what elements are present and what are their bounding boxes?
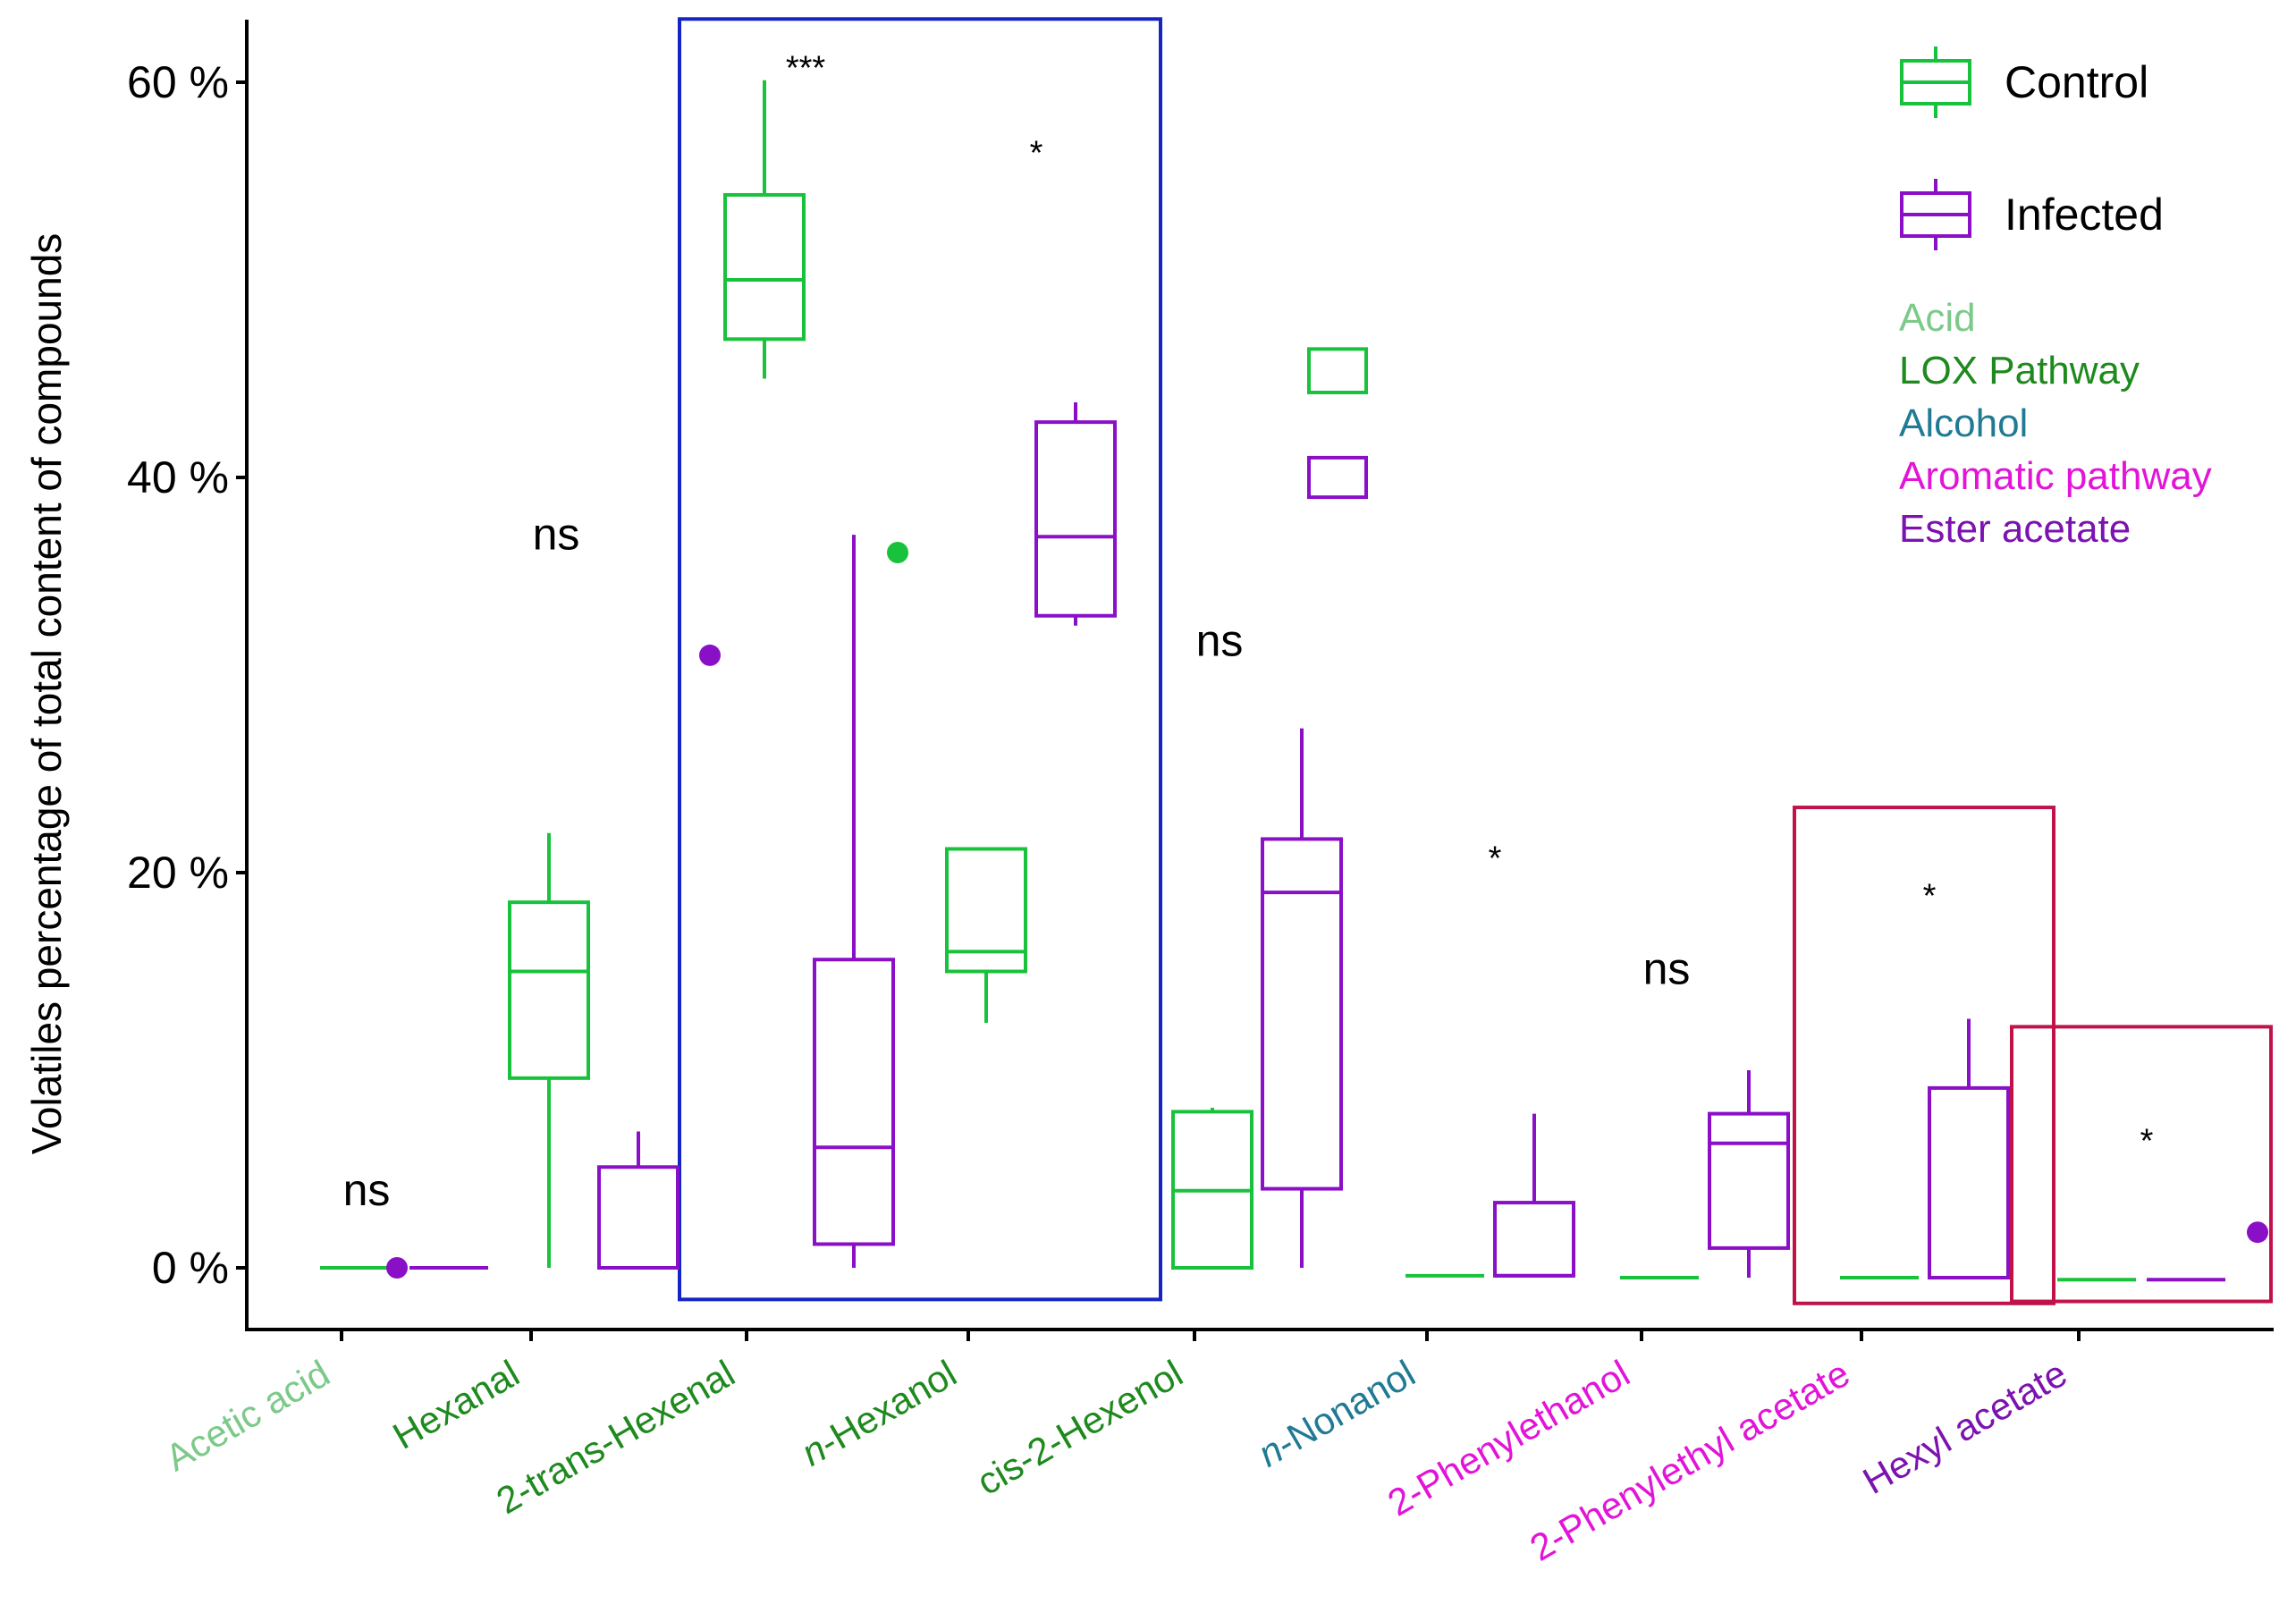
- y-ticks: 0 % 20 % 40 % 60 %: [127, 57, 247, 1293]
- significance-label: *: [2140, 1122, 2154, 1160]
- x-tick-label: cis-2-Hexenol: [970, 1352, 1190, 1503]
- significance-label: ns: [343, 1165, 391, 1215]
- axes: Volatiles percentage of total content of…: [23, 20, 2274, 1331]
- legend-label: Control: [2005, 57, 2148, 107]
- significance-label: *: [1030, 134, 1043, 172]
- box-infected: [1261, 728, 1343, 1268]
- outlier-point: [699, 644, 721, 666]
- box-iqr: [813, 958, 895, 1246]
- category-legend-label: Ester acetate: [1899, 507, 2131, 551]
- category-legend-label: LOX Pathway: [1899, 349, 2140, 393]
- box-control: [723, 80, 806, 379]
- outlier-point: [386, 1257, 408, 1279]
- outlier-point: [887, 541, 908, 563]
- box-iqr: [1034, 420, 1117, 618]
- box-iqr: [1261, 837, 1343, 1191]
- y-tick-label: 40 %: [127, 452, 229, 502]
- box-control: [508, 832, 590, 1268]
- box-iqr: [1708, 1111, 1790, 1250]
- box-infected: [386, 1257, 488, 1279]
- y-axis-label: Volatiles percentage of total content of…: [23, 233, 70, 1155]
- legend: Control Infected Acid LOX Pathway Alcohol Aro…: [1899, 46, 2212, 551]
- box-infected: [1034, 402, 1117, 626]
- box-control: [1171, 1107, 1254, 1271]
- highlight-box: [2010, 1025, 2273, 1304]
- box-infected: [1493, 1113, 1575, 1278]
- box-infected: [597, 644, 721, 1271]
- plot-area: [320, 80, 2268, 1282]
- box-iqr: [723, 192, 806, 342]
- significance-label: ns: [1643, 944, 1691, 994]
- box-iqr: [508, 900, 590, 1080]
- legend-item-infected: Infected: [1900, 179, 2164, 250]
- box-infected: [2147, 1221, 2268, 1282]
- x-tick-label-text: -Hexanol: [812, 1352, 963, 1464]
- box-infected: [1708, 1070, 1790, 1279]
- category-legend-label: Alcohol: [1899, 401, 2028, 445]
- legend-label: Infected: [2005, 190, 2164, 240]
- box-iqr: [1928, 1085, 2010, 1280]
- significance-label: *: [1489, 840, 1502, 877]
- box-control: [887, 541, 1027, 1023]
- extra-box-infected: [1307, 455, 1368, 500]
- highlight-box: [678, 17, 1162, 1302]
- x-tick-label-text: -Nonanol: [1269, 1352, 1422, 1465]
- legend-item-control: Control: [1900, 46, 2148, 118]
- significance-label: ns: [533, 509, 580, 559]
- x-tick-label: Hexanal: [386, 1352, 527, 1457]
- category-legend-label: Aromatic pathway: [1899, 454, 2212, 498]
- significance-label: ***: [786, 49, 826, 87]
- y-tick-label: 60 %: [127, 57, 229, 107]
- box-infected: [813, 535, 895, 1268]
- extra-box-control: [1307, 347, 1368, 394]
- x-tick-label: Acetic acid: [158, 1352, 336, 1479]
- box-iqr: [1493, 1201, 1575, 1278]
- box-infected: [1928, 1018, 2010, 1280]
- x-tick-label: n-Hexanol: [794, 1352, 963, 1473]
- highlight-boxes: [678, 17, 2273, 1305]
- significance-label: ns: [1196, 616, 1244, 666]
- box-iqr: [597, 1165, 680, 1271]
- x-tick-label: 2-trans-Hexenal: [489, 1352, 741, 1522]
- y-tick-label: 0 %: [152, 1243, 229, 1293]
- highlight-box: [1793, 806, 2055, 1305]
- significance-label: *: [1923, 877, 1937, 915]
- box-iqr: [945, 847, 1027, 974]
- outlier-point: [2247, 1221, 2268, 1244]
- x-tick-label: Hexyl acetate: [1856, 1352, 2074, 1502]
- category-legend-label: Acid: [1899, 296, 1976, 340]
- x-tick-label: n-Nonanol: [1251, 1352, 1422, 1475]
- y-tick-label: 20 %: [127, 848, 229, 898]
